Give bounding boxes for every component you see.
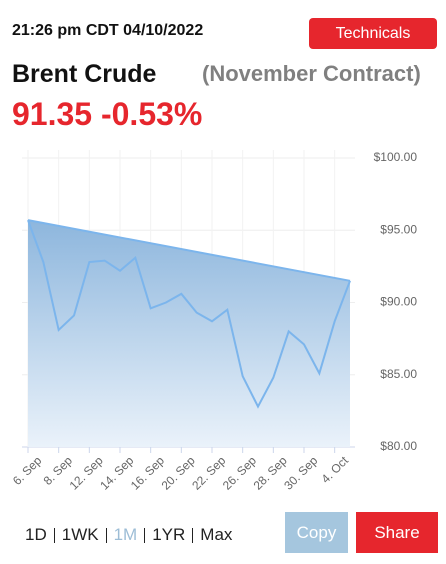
chart: $80.00$85.00$90.00$95.00$100.006. Sep8. … bbox=[10, 150, 418, 493]
instrument-title: Brent Crude bbox=[12, 60, 157, 88]
share-button[interactable]: Share bbox=[356, 512, 438, 553]
range-option[interactable]: 1M bbox=[113, 525, 138, 544]
timestamp: 21:26 pm CDT 04/10/2022 bbox=[12, 22, 204, 39]
change: -0.53% bbox=[100, 96, 203, 132]
range-option[interactable]: Max bbox=[200, 525, 233, 544]
y-tick-label: $100.00 bbox=[374, 150, 418, 164]
range-option[interactable]: 1WK bbox=[61, 525, 99, 544]
x-tick-label: 4. Oct bbox=[318, 453, 351, 486]
separator bbox=[105, 527, 107, 543]
x-tick-label: 6. Sep bbox=[10, 453, 45, 488]
y-tick-label: $85.00 bbox=[380, 367, 417, 381]
trend-line bbox=[27, 219, 351, 282]
price-line: 91.35 -0.53% bbox=[12, 96, 202, 133]
y-tick-label: $90.00 bbox=[380, 295, 417, 309]
separator bbox=[53, 527, 55, 543]
trend-area bbox=[28, 220, 350, 447]
separator bbox=[192, 527, 194, 543]
range-selector: 1D 1WK 1M 1YR Max bbox=[25, 525, 239, 545]
x-tick-label: 30. Sep bbox=[281, 453, 320, 492]
copy-button[interactable]: Copy bbox=[285, 512, 348, 553]
separator bbox=[144, 527, 146, 543]
y-tick-label: $95.00 bbox=[380, 222, 417, 236]
contract: (November Contract) bbox=[202, 61, 421, 86]
range-option[interactable]: 1D bbox=[25, 525, 47, 544]
price: 91.35 bbox=[12, 96, 93, 132]
y-tick-label: $80.00 bbox=[380, 439, 417, 453]
range-option[interactable]: 1YR bbox=[152, 525, 186, 544]
price-line bbox=[27, 219, 351, 409]
technicals-button[interactable]: Technicals bbox=[309, 18, 437, 49]
